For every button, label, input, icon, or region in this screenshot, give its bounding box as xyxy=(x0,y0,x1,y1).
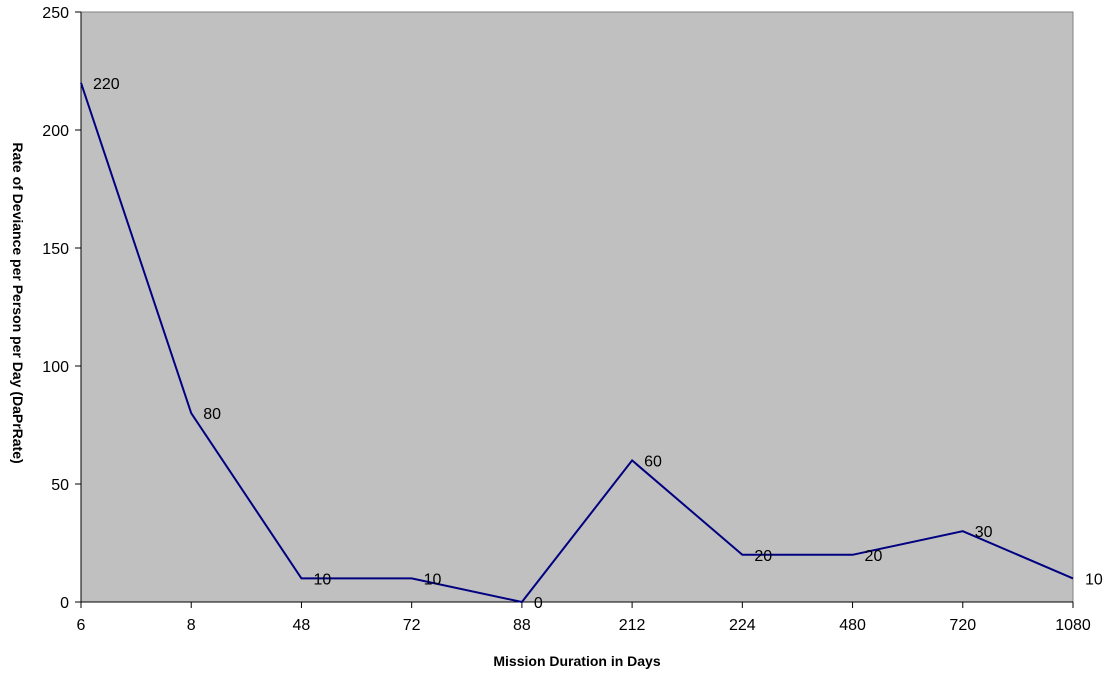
data-label: 220 xyxy=(93,76,120,93)
x-tick-label: 8 xyxy=(187,617,196,634)
x-tick-label: 1080 xyxy=(1055,617,1091,634)
y-axis-ticks: 0 50 100 150 200 250 xyxy=(42,5,81,612)
y-tick-label: 50 xyxy=(51,477,69,494)
plot-area xyxy=(80,11,1074,603)
y-tick-label: 250 xyxy=(42,5,69,22)
y-tick-label: 100 xyxy=(42,359,69,376)
x-tick-label: 224 xyxy=(729,617,756,634)
data-label: 80 xyxy=(203,406,221,423)
x-axis-title: Mission Duration in Days xyxy=(493,653,660,669)
data-label: 0 xyxy=(534,595,543,612)
y-tick-label: 200 xyxy=(42,123,69,140)
x-tick-label: 720 xyxy=(949,617,976,634)
data-label: 20 xyxy=(865,548,883,565)
y-tick-label: 0 xyxy=(60,595,69,612)
series-line xyxy=(80,82,1074,604)
data-label: 10 xyxy=(424,571,442,588)
x-axis-ticks: 6 8 48 72 88 212 224 480 720 1080 xyxy=(77,602,1091,634)
data-label: 60 xyxy=(644,453,662,470)
x-tick-label: 212 xyxy=(619,617,646,634)
data-label: 30 xyxy=(975,524,993,541)
x-tick-label: 6 xyxy=(77,617,86,634)
y-axis-title: Rate of Deviance per Person per Day (DaP… xyxy=(10,142,26,463)
x-tick-label: 48 xyxy=(293,617,311,634)
data-label: 10 xyxy=(1085,571,1103,588)
data-label: 20 xyxy=(754,548,772,565)
data-label: 10 xyxy=(313,571,331,588)
x-tick-label: 88 xyxy=(513,617,531,634)
y-tick-label: 150 xyxy=(42,241,69,258)
x-tick-label: 72 xyxy=(403,617,421,634)
x-tick-label: 480 xyxy=(839,617,866,634)
series-group xyxy=(80,82,1074,604)
